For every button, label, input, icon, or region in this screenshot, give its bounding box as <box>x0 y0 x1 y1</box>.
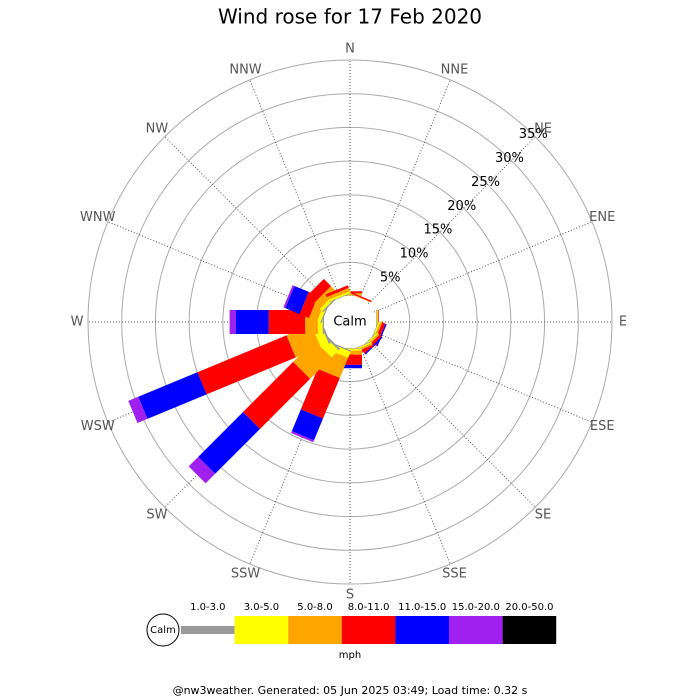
direction-label: NNW <box>229 62 261 77</box>
direction-bar <box>348 291 372 303</box>
bar-segment <box>338 364 362 369</box>
r-tick-label: 25% <box>471 175 500 190</box>
direction-label: S <box>346 588 354 603</box>
direction-label: NNE <box>441 62 469 77</box>
legend-swatch <box>288 616 342 644</box>
legend-label: 1.0-3.0 <box>190 602 225 613</box>
bar-segment <box>338 348 362 349</box>
direction-label: SE <box>535 508 551 523</box>
bar-segment <box>338 293 362 295</box>
direction-label: W <box>71 315 84 330</box>
r-tick-label: 20% <box>447 199 476 214</box>
calm-label: Calm <box>333 315 366 330</box>
legend-label: 3.0-5.0 <box>244 602 279 613</box>
direction-label: ESE <box>590 419 615 434</box>
legend-swatch <box>395 616 449 644</box>
legend-label: 11.0-15.0 <box>398 602 446 613</box>
grid-ring <box>222 194 478 450</box>
direction-bar <box>188 331 341 484</box>
bar-segment <box>138 372 207 419</box>
r-tick-label: 5% <box>380 270 401 285</box>
legend-swatch <box>341 616 396 644</box>
legend-calm-label: Calm <box>150 625 176 636</box>
bar-segment <box>291 409 324 441</box>
bar-segment <box>328 292 352 303</box>
direction-label: E <box>619 315 627 330</box>
direction-label: NE <box>534 121 552 136</box>
direction-bar <box>325 285 352 303</box>
calm-circle <box>325 297 375 347</box>
grid-ring <box>121 93 579 551</box>
bar-segment <box>306 278 332 304</box>
bar-segment <box>268 310 306 334</box>
legend-unit: mph <box>339 650 361 661</box>
direction-label: NW <box>146 121 169 136</box>
bar-segment <box>197 335 296 395</box>
bar-segment <box>229 310 236 334</box>
bar-segment <box>338 295 362 296</box>
spoke <box>164 136 332 304</box>
bar-segment <box>300 368 340 419</box>
r-tick-label: 35% <box>519 127 548 142</box>
r-tick-label: 30% <box>495 151 524 166</box>
bar-segment <box>293 340 332 379</box>
bar-segment <box>327 290 351 302</box>
spoke <box>373 221 593 313</box>
legend-label: 20.0-50.0 <box>505 602 553 613</box>
direction-label: ENE <box>589 210 615 225</box>
bar-segment <box>348 292 372 303</box>
direction-label: WNW <box>80 210 116 225</box>
bar-segment <box>314 286 337 309</box>
spoke <box>359 345 451 565</box>
legend-label: 5.0-8.0 <box>297 602 332 613</box>
legend-swatch <box>449 616 503 644</box>
bar-segment <box>283 285 295 309</box>
r-tick-label: 15% <box>423 223 452 238</box>
bar-segment <box>364 336 383 355</box>
bar-segment <box>235 310 269 334</box>
legend-label: 8.0-11.0 <box>348 602 390 613</box>
bar-segment <box>338 348 362 351</box>
legend-swatch <box>502 616 557 644</box>
chart-title: Wind rose for 17 Feb 2020 <box>218 5 482 29</box>
direction-label: WSW <box>81 419 115 434</box>
bar-segment <box>349 291 372 302</box>
legend-swatch <box>181 626 235 634</box>
bar-segment <box>325 285 349 297</box>
grid-ring <box>87 59 613 585</box>
bar-segment <box>243 361 311 429</box>
spoke <box>373 331 593 423</box>
bar-segment <box>291 431 314 443</box>
spoke <box>249 79 341 299</box>
bar-segment <box>198 412 260 474</box>
direction-label: SSE <box>442 567 467 582</box>
legend-label: 15.0-20.0 <box>452 602 500 613</box>
spoke <box>368 136 536 304</box>
legend-calm <box>146 613 180 647</box>
footer: @nw3weather. Generated: 05 Jun 2025 03:4… <box>173 684 528 697</box>
bar-segment <box>188 456 216 484</box>
bar-segment <box>338 354 362 365</box>
direction-label: N <box>345 42 355 57</box>
bar-segment <box>285 285 309 315</box>
direction-label: SSW <box>231 567 261 582</box>
bar-segment <box>338 294 362 296</box>
grid-ring <box>188 160 512 484</box>
direction-bar <box>291 341 352 443</box>
bar-segment <box>326 287 351 301</box>
spoke <box>359 79 451 299</box>
bar-segment <box>128 396 148 424</box>
legend-swatch <box>234 616 289 644</box>
direction-label: SW <box>146 508 167 523</box>
r-tick-label: 10% <box>400 246 429 261</box>
spoke <box>368 340 536 508</box>
